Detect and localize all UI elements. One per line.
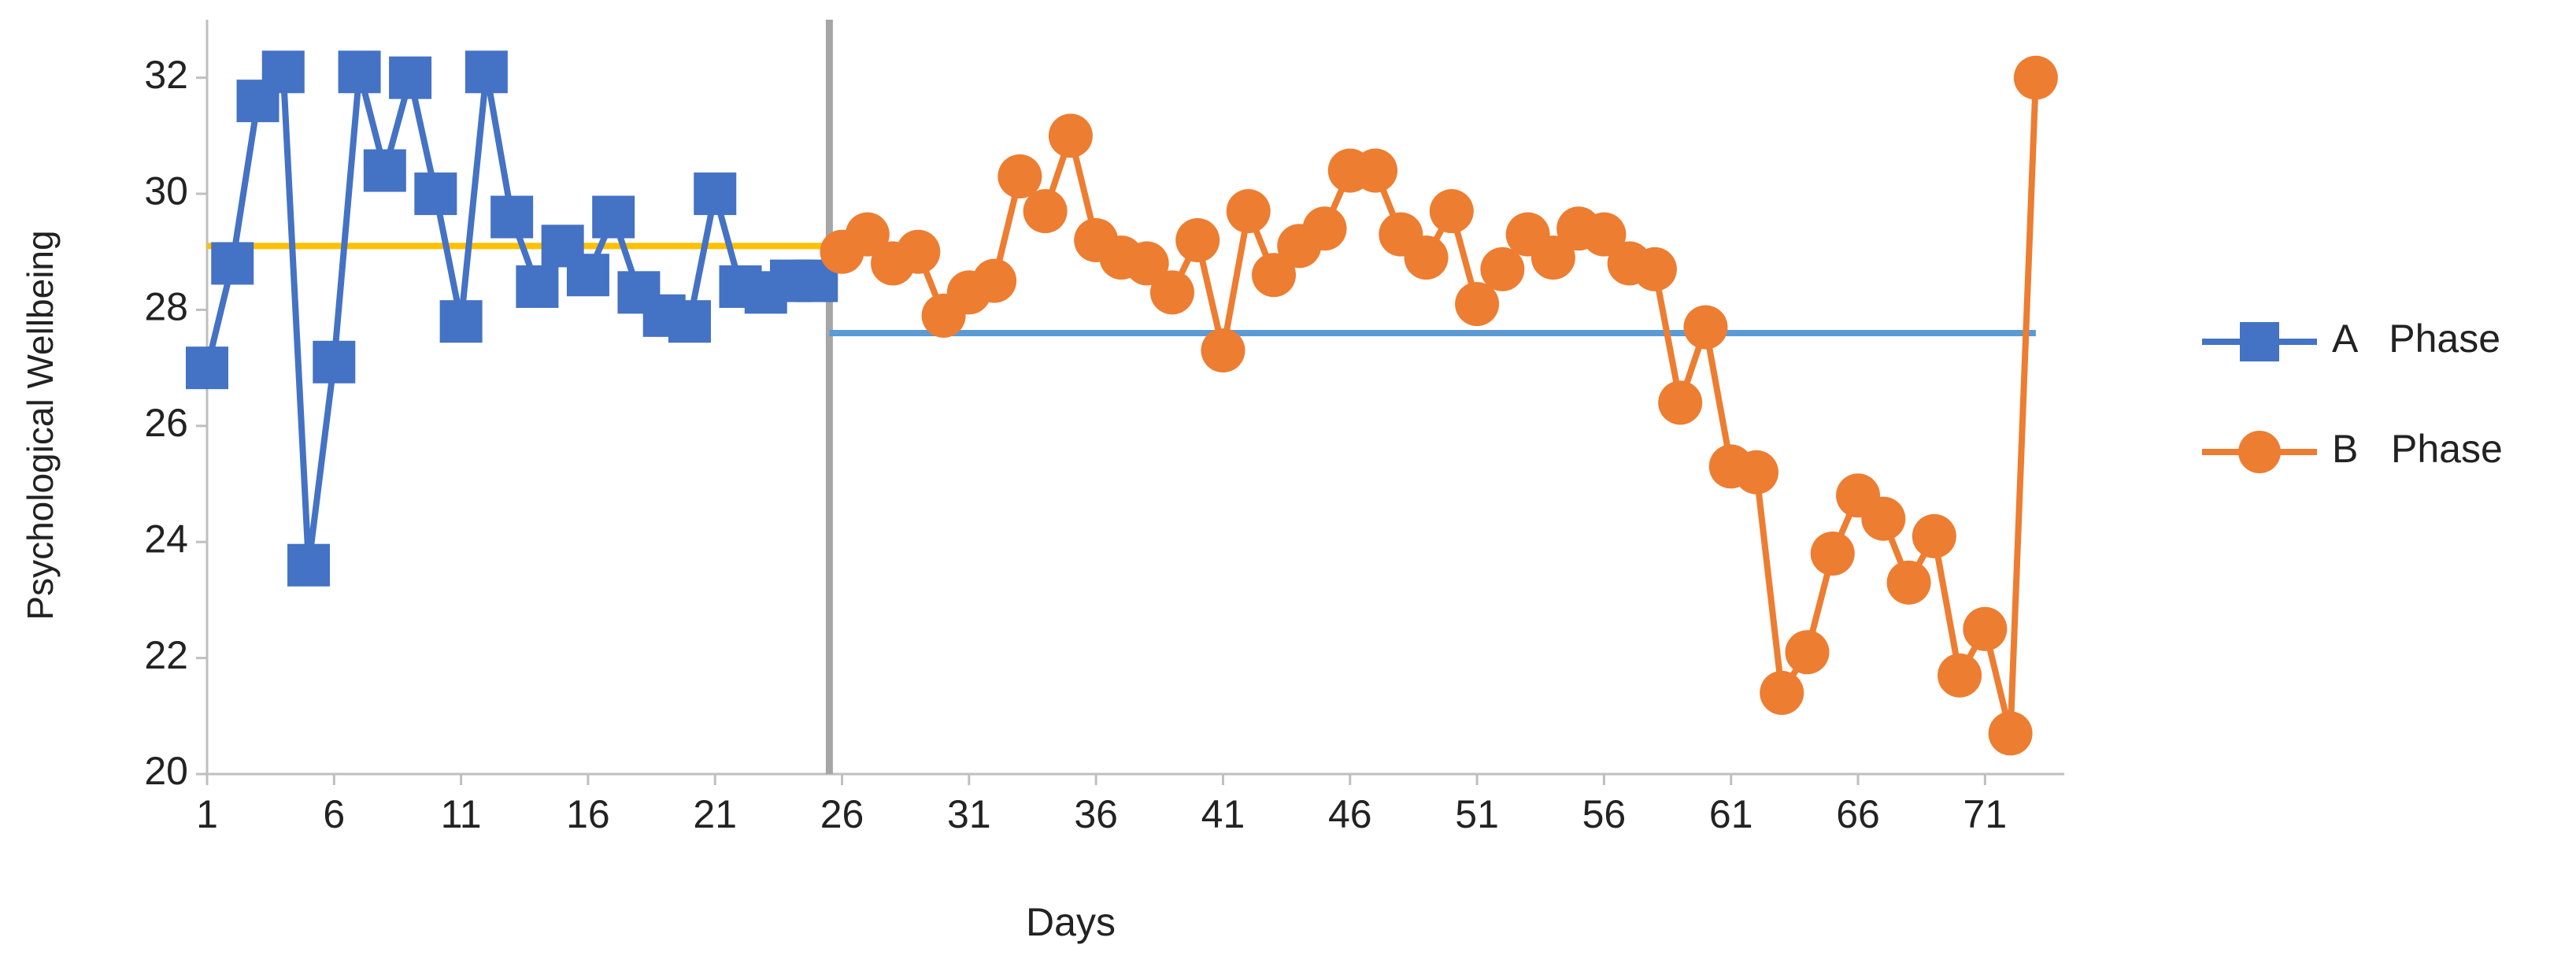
marker: [997, 154, 1042, 198]
x-tick-label: 56: [1582, 792, 1627, 836]
x-tick-label: 51: [1455, 792, 1499, 836]
x-tick-label: 61: [1709, 792, 1753, 836]
x-tick-label: 11: [441, 792, 482, 836]
x-tick-label: 71: [1963, 792, 2008, 836]
x-tick-label: 6: [323, 792, 345, 836]
y-tick-label: 30: [144, 169, 188, 213]
marker: [1810, 531, 1855, 576]
marker: [516, 265, 559, 308]
y-tick-label: 22: [144, 633, 188, 677]
y-tick-label: 26: [144, 401, 188, 445]
marker: [1353, 148, 1398, 193]
marker: [313, 340, 356, 383]
marker: [261, 50, 305, 94]
marker: [414, 172, 457, 216]
marker: [1201, 328, 1245, 373]
marker: [211, 242, 254, 285]
y-tick-label: 32: [144, 53, 188, 97]
y-tick-label: 24: [144, 517, 188, 561]
marker: [845, 212, 890, 257]
x-tick-label: 41: [1201, 792, 1245, 836]
x-tick-label: 36: [1074, 792, 1118, 836]
marker: [1302, 206, 1347, 251]
x-tick-label: 31: [947, 792, 991, 836]
marker: [1048, 113, 1093, 158]
marker: [439, 300, 483, 343]
marker: [464, 50, 508, 94]
legend-label: B Phase: [2332, 427, 2503, 471]
marker: [1149, 270, 1194, 315]
marker: [1429, 189, 1474, 234]
marker: [1988, 711, 2033, 756]
marker: [338, 50, 381, 94]
marker: [1175, 218, 1220, 263]
marker: [1632, 246, 1677, 291]
marker: [1530, 235, 1575, 280]
legend-marker: [2240, 322, 2279, 361]
legend-label: A Phase: [2332, 317, 2500, 361]
marker: [1912, 513, 1956, 558]
y-tick-label: 28: [144, 285, 188, 329]
marker: [490, 195, 534, 239]
marker: [1760, 670, 1804, 715]
marker: [1734, 450, 1778, 495]
marker: [1252, 253, 1297, 298]
x-tick-label: 66: [1836, 792, 1880, 836]
marker: [1938, 653, 1982, 698]
marker: [592, 195, 635, 239]
x-tick-label: 21: [693, 792, 737, 836]
x-tick-label: 1: [196, 792, 218, 836]
x-tick-label: 26: [820, 792, 864, 836]
marker: [1582, 212, 1627, 257]
marker: [1124, 241, 1169, 286]
marker: [1861, 496, 1906, 541]
marker: [389, 56, 432, 99]
marker: [896, 229, 941, 274]
marker: [1226, 189, 1271, 234]
marker: [1023, 189, 1068, 234]
x-tick-label: 16: [566, 792, 610, 836]
marker: [186, 346, 228, 390]
marker: [1480, 246, 1525, 291]
x-tick-label: 46: [1328, 792, 1372, 836]
marker: [1785, 630, 1830, 675]
x-axis-title: Days: [1026, 900, 1116, 944]
y-axis-title: Psychological Wellbeing: [20, 230, 61, 620]
marker: [363, 149, 406, 192]
legend-marker: [2238, 431, 2281, 473]
marker: [1658, 380, 1703, 425]
marker: [972, 258, 1017, 303]
series-line: [204, 69, 817, 569]
marker: [1886, 560, 1931, 605]
marker: [694, 172, 737, 216]
marker: [668, 300, 711, 343]
y-tick-label: 20: [144, 749, 188, 793]
marker: [1963, 606, 2008, 651]
marker: [1455, 282, 1500, 327]
marker: [566, 254, 609, 297]
marker: [2013, 55, 2058, 100]
marker: [287, 543, 331, 587]
marker: [1683, 305, 1728, 350]
marker: [1404, 235, 1449, 280]
